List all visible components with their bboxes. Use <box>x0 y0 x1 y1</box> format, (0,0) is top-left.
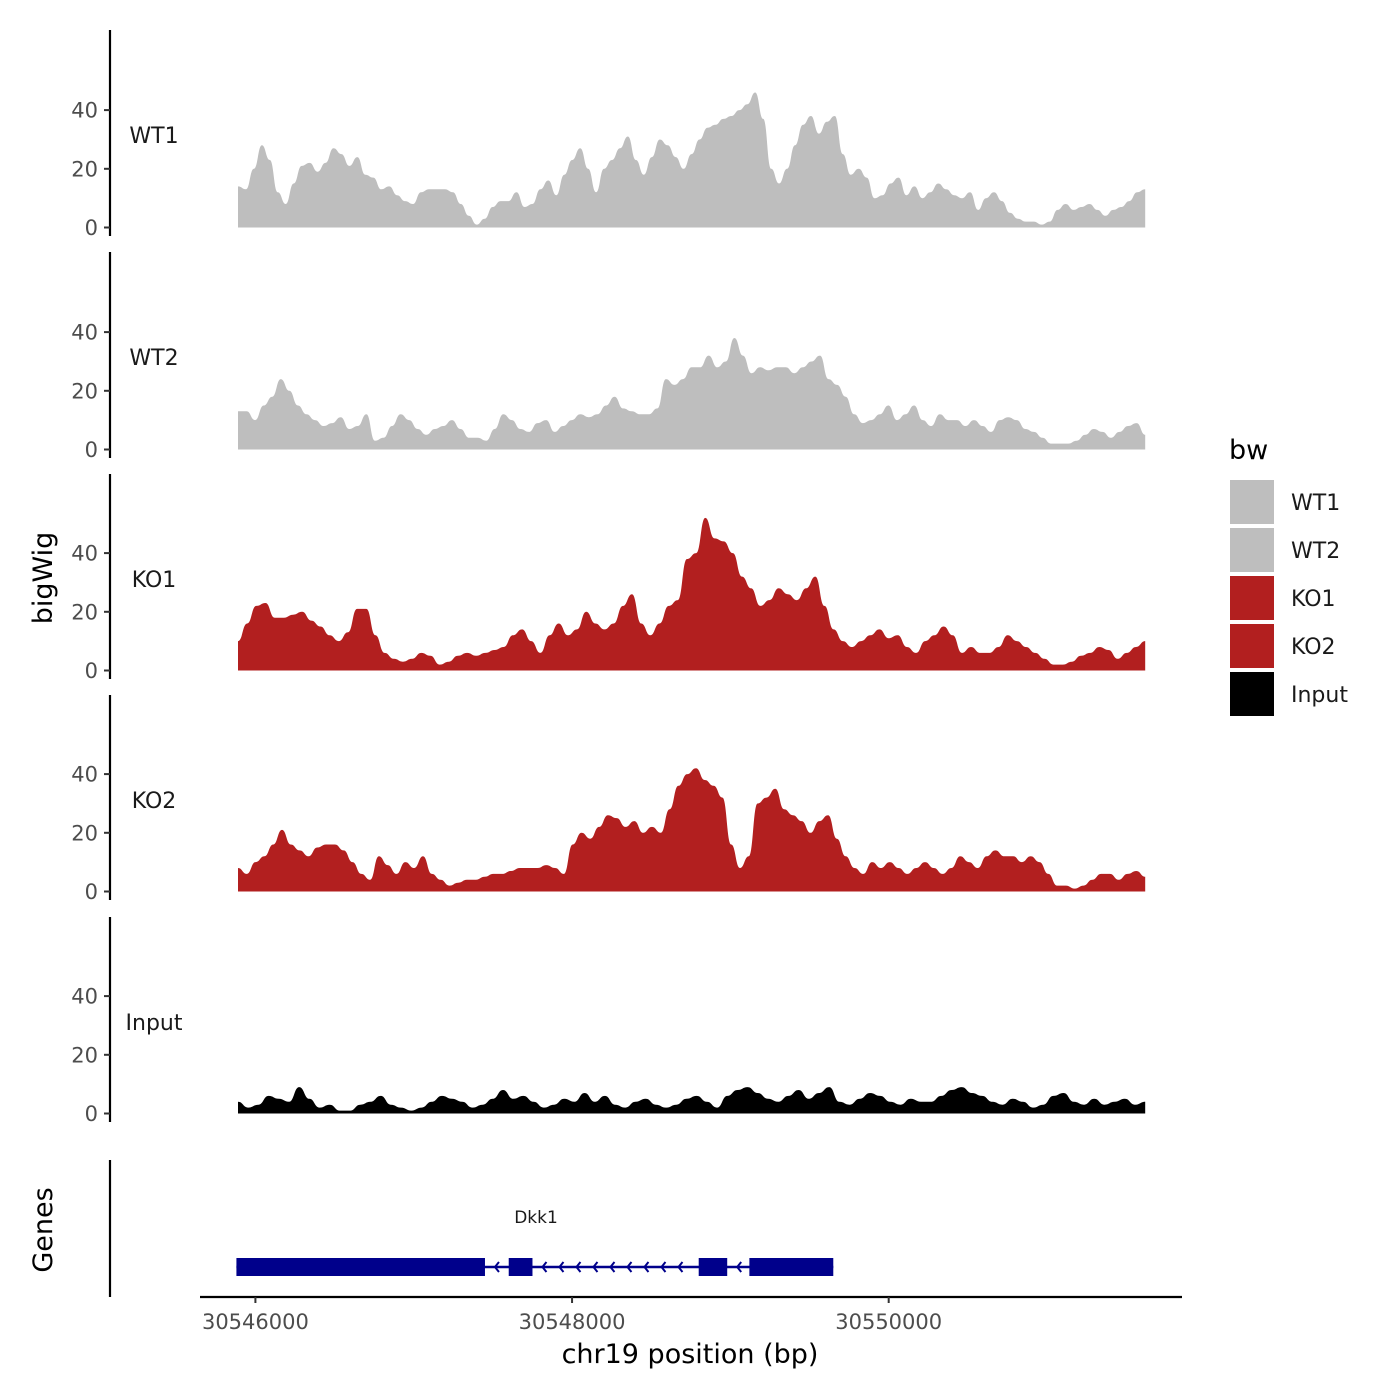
legend-label-wt1: WT1 <box>1291 491 1340 516</box>
y-tick-label: 20 <box>71 1043 98 1067</box>
area-wt2 <box>238 338 1146 450</box>
strand-arrow-icon <box>609 1261 616 1273</box>
strand-arrow-icon <box>660 1261 667 1273</box>
area-input <box>238 1087 1146 1114</box>
genes-track-label: Genes <box>28 1187 59 1272</box>
strand-arrow-icon <box>592 1261 599 1273</box>
strand-arrow-icon <box>677 1261 684 1273</box>
area-ko1 <box>238 517 1146 671</box>
y-tick-label: 0 <box>85 216 98 240</box>
strand-arrow-icon <box>541 1261 548 1273</box>
y-tick-label: 40 <box>71 99 98 123</box>
gene-exon-1 <box>236 1258 485 1276</box>
legend-label-ko2: KO2 <box>1291 635 1336 660</box>
legend-swatch-ko1 <box>1230 576 1274 620</box>
strand-arrow-icon <box>493 1261 500 1273</box>
strand-arrow-icon <box>575 1261 582 1273</box>
track-label-ko1: KO1 <box>132 568 177 593</box>
strand-arrow-icon <box>626 1261 633 1273</box>
legend-label-wt2: WT2 <box>1291 539 1340 564</box>
legend-swatch-wt1 <box>1230 480 1274 524</box>
legend-swatch-wt2 <box>1230 528 1274 572</box>
area-wt1 <box>238 92 1146 228</box>
gene-exon-4 <box>749 1258 834 1276</box>
y-tick-label: 20 <box>71 821 98 845</box>
y-tick-label: 0 <box>85 438 98 462</box>
track-label-wt1: WT1 <box>129 124 178 149</box>
x-tick-label: 30548000 <box>519 1310 626 1334</box>
y-tick-label: 0 <box>85 880 98 904</box>
y-tick-label: 20 <box>71 600 98 624</box>
x-tick-label: 30550000 <box>835 1310 942 1334</box>
y-tick-label: 40 <box>71 321 98 345</box>
x-tick-label: 30546000 <box>202 1310 309 1334</box>
y-tick-label: 0 <box>85 1102 98 1126</box>
y-tick-label: 40 <box>71 763 98 787</box>
legend-label-ko1: KO1 <box>1291 587 1336 612</box>
area-ko2 <box>238 768 1146 892</box>
strand-arrow-icon <box>735 1261 742 1273</box>
y-tick-label: 0 <box>85 659 98 683</box>
y-tick-label: 20 <box>71 379 98 403</box>
legend-swatch-input <box>1230 672 1274 716</box>
gene-exon-2 <box>508 1258 533 1276</box>
y-tick-label: 40 <box>71 985 98 1009</box>
x-axis-title: chr19 position (bp) <box>562 1339 819 1370</box>
y-tick-label: 40 <box>71 542 98 566</box>
strand-arrow-icon <box>643 1261 650 1273</box>
legend-title: bw <box>1229 435 1268 466</box>
y-tick-label: 20 <box>71 157 98 181</box>
legend-label-input: Input <box>1291 683 1348 708</box>
gene-exon-3 <box>698 1258 728 1276</box>
legend-swatch-ko2 <box>1230 624 1274 668</box>
track-label-wt2: WT2 <box>129 346 178 371</box>
track-label-ko2: KO2 <box>132 789 177 814</box>
gene-name-label: Dkk1 <box>514 1208 558 1228</box>
strand-arrow-icon <box>558 1261 565 1273</box>
y-axis-title: bigWig <box>28 532 59 625</box>
track-label-input: Input <box>126 1011 183 1036</box>
